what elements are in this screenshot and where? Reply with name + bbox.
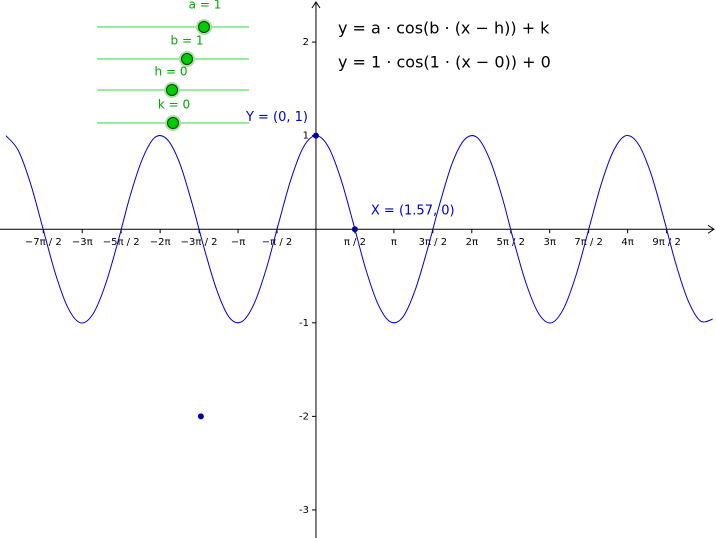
y-tick-label: -2 (299, 411, 309, 422)
curve (5, 134, 713, 324)
x-tick-label: −7π / 2 (25, 237, 62, 248)
x-tick-label: 5π / 2 (497, 237, 525, 248)
x-tick-label: 3π (544, 237, 556, 248)
x-tick-label: −3π (72, 237, 93, 248)
x-tick-label: 9π / 2 (652, 237, 680, 248)
x-tick-label: −5π / 2 (103, 237, 140, 248)
x-tick-label: −π / 2 (262, 237, 293, 248)
slider-label: k = 0 (158, 98, 190, 112)
formula: y = a · cos(b · (x − h)) + k (338, 19, 550, 38)
y-axis-arrow (311, 1, 321, 9)
slider-knob[interactable] (181, 53, 193, 65)
x-tick-label: 2π (466, 237, 478, 248)
slider-label: h = 0 (155, 65, 188, 79)
point-label: Y = (0, 1) (245, 110, 308, 125)
formula: y = 1 · cos(1 · (x − 0)) + 0 (338, 53, 551, 72)
x-tick-label: −2π (150, 237, 171, 248)
point (197, 413, 204, 420)
point-label: X = (1.57, 0) (371, 204, 455, 219)
slider-label: a = 1 (189, 0, 222, 12)
x-tick-label: −3π / 2 (181, 237, 218, 248)
slider-knob[interactable] (166, 84, 178, 96)
x-tick-label: 7π / 2 (574, 237, 602, 248)
x-tick-label: π (391, 237, 397, 248)
sliders: a = 1 b = 1 h = 0 k = 0 (97, 0, 249, 131)
slider-knob[interactable] (167, 117, 179, 129)
y-tick-label: 1 (303, 131, 309, 142)
x-tick-label: 3π / 2 (419, 237, 447, 248)
slider-label: b = 1 (171, 34, 204, 48)
point (312, 132, 319, 139)
y-tick-label: -1 (299, 318, 309, 329)
y-tick-label: -3 (299, 505, 309, 516)
y-tick-label: 2 (303, 37, 309, 48)
slider-knob[interactable] (198, 21, 210, 33)
x-tick-label: π / 2 (344, 237, 366, 248)
x-tick-label: −π (231, 237, 245, 248)
x-axis-arrow (707, 224, 715, 234)
point (351, 226, 358, 233)
x-tick-label: 4π (621, 237, 633, 248)
